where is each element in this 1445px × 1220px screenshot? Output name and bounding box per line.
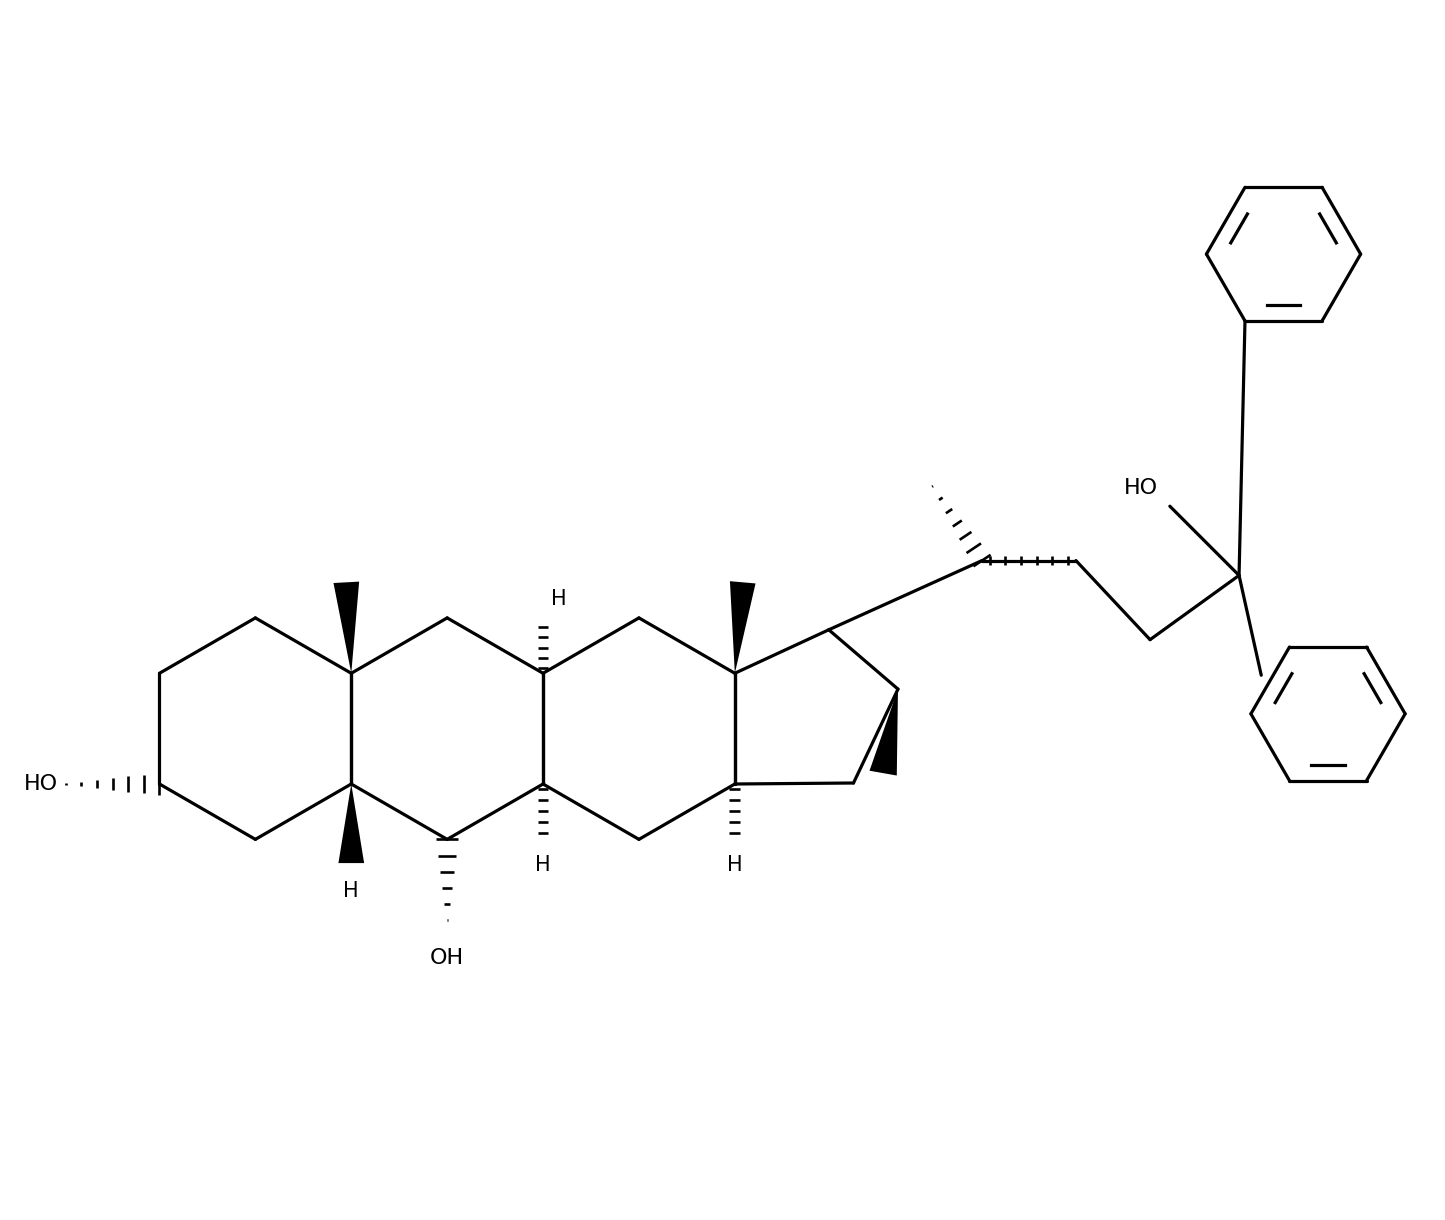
Text: HO: HO (1124, 478, 1157, 498)
Polygon shape (338, 784, 364, 863)
Text: OH: OH (431, 948, 464, 969)
Text: H: H (344, 881, 358, 900)
Text: H: H (551, 589, 566, 609)
Text: H: H (535, 855, 551, 875)
Polygon shape (334, 582, 360, 673)
Polygon shape (870, 689, 897, 776)
Polygon shape (730, 581, 756, 673)
Text: HO: HO (23, 773, 58, 794)
Text: H: H (727, 855, 743, 875)
